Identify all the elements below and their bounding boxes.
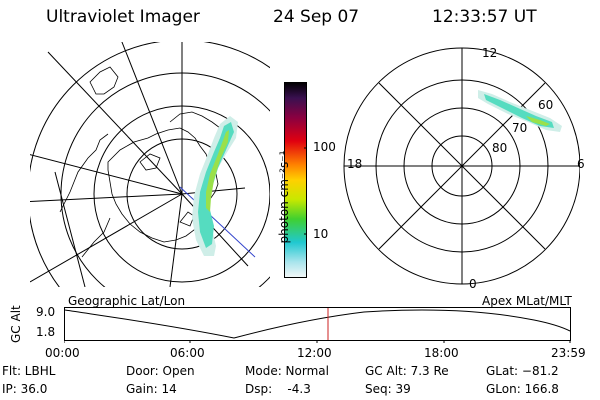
glat-status: GLat: −81.2: [486, 364, 559, 378]
geographic-title: Geographic Lat/Lon: [68, 294, 186, 308]
x-tick-2359: 23:59: [551, 346, 586, 360]
colorbar-tick-10: 10: [313, 227, 329, 241]
door-status: Door: Open: [126, 364, 195, 378]
boundary-arc: [54, 171, 86, 287]
coastline: [81, 217, 111, 258]
filter-status: Flt: LBHL: [2, 364, 56, 378]
mode-status: Mode: Normal: [245, 364, 329, 378]
x-tick-1800: 18:00: [424, 346, 459, 360]
coastline: [89, 66, 119, 95]
magnetic-axis-line: [179, 186, 256, 258]
meridian-line: [30, 193, 183, 203]
x-tick-1200: 12:00: [297, 346, 332, 360]
meridian-line: [47, 51, 183, 195]
y-tick-1-8: 1.8: [36, 325, 56, 339]
coastline: [179, 211, 195, 227]
x-tick-0600: 06:00: [170, 346, 205, 360]
gc-alt-status: GC Alt: 7.3 Re: [365, 364, 449, 378]
mlat-label-60: 60: [538, 98, 554, 112]
mlt-label-6: 6: [577, 157, 585, 171]
image-date: 24 Sep 07: [273, 7, 360, 27]
apex-mlat-mlt-polar-plot: [343, 47, 580, 285]
colorbar-tick-100: 100: [313, 140, 336, 154]
lat-circle: [60, 72, 270, 287]
meridian-line: [181, 187, 246, 195]
intensity-color-bar: [284, 82, 307, 278]
meridian-line: [30, 154, 183, 195]
sequence-status: Seq: 39: [365, 382, 411, 396]
coastline: [59, 133, 109, 213]
x-tick-0000: 00:00: [45, 346, 80, 360]
instrument-title: Ultraviolet Imager: [46, 7, 200, 27]
mlt-label-0: 0: [469, 277, 477, 291]
gc-alt-timeline-plot: [64, 307, 571, 343]
meridian-line: [169, 193, 183, 287]
y-tick-9: 9.0: [36, 305, 56, 319]
gain-status: Gain: 14: [126, 382, 177, 396]
colorbar-unit-label: photon cm⁻²s⁻¹: [277, 150, 291, 244]
auroral-oval-emission: [192, 116, 238, 256]
mlt-label-12: 12: [482, 46, 498, 60]
mlt-label-18: 18: [347, 157, 363, 171]
gc-alt-axis-label: GC Alt: [9, 305, 23, 343]
image-time: 12:33:57 UT: [432, 7, 537, 27]
apex-auroral-emission: [478, 90, 562, 132]
mlat-label-70: 70: [512, 121, 528, 135]
meridian-line: [181, 193, 249, 267]
apex-title: Apex MLat/MLT: [482, 294, 572, 308]
geographic-auroral-map: [30, 42, 270, 287]
ip-status: IP: 36.0: [2, 382, 48, 396]
meridian-line: [30, 193, 183, 283]
coastline: [139, 153, 161, 171]
glon-status: GLon: 166.8: [486, 382, 559, 396]
mlat-label-80: 80: [492, 141, 508, 155]
meridian-line: [121, 42, 183, 195]
altitude-curve: [64, 309, 571, 339]
dsp-status: Dsp: -4.3: [245, 382, 311, 396]
